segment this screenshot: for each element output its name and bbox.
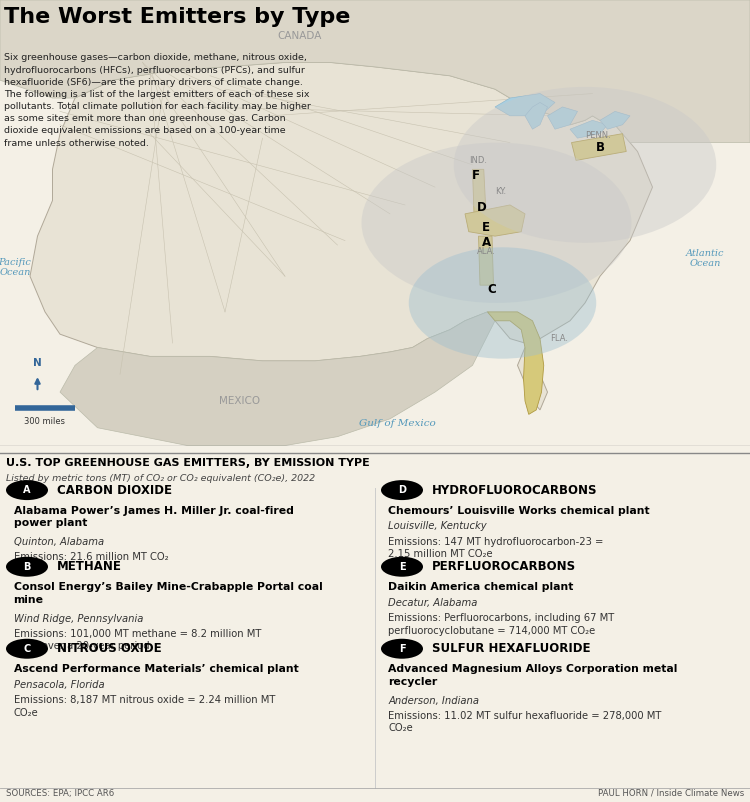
Text: CARBON DIOXIDE: CARBON DIOXIDE [57, 484, 172, 496]
Text: D: D [477, 200, 488, 213]
Circle shape [6, 638, 48, 658]
Text: Emissions: 21.6 million MT CO₂: Emissions: 21.6 million MT CO₂ [13, 553, 168, 562]
Polygon shape [0, 0, 750, 143]
Polygon shape [60, 312, 495, 446]
Text: ALA.: ALA. [476, 247, 496, 256]
Text: Advanced Magnesium Alloys Corporation metal
recycler: Advanced Magnesium Alloys Corporation me… [388, 664, 678, 687]
Circle shape [381, 557, 423, 577]
Text: Alabama Power’s James H. Miller Jr. coal-fired
power plant: Alabama Power’s James H. Miller Jr. coal… [13, 505, 293, 528]
Text: MEXICO: MEXICO [220, 396, 260, 406]
Polygon shape [548, 107, 578, 129]
Text: NITROUS OXIDE: NITROUS OXIDE [57, 642, 162, 655]
Text: Six greenhouse gases—carbon dioxide, methane, nitrous oxide,
hydrofluorocarbons : Six greenhouse gases—carbon dioxide, met… [4, 54, 310, 148]
Text: Pacific
Ocean: Pacific Ocean [0, 257, 32, 277]
Circle shape [6, 557, 48, 577]
Text: The Worst Emitters by Type: The Worst Emitters by Type [4, 6, 350, 26]
Circle shape [6, 480, 48, 500]
Text: C: C [23, 644, 31, 654]
Text: Emissions: 101,000 MT methane = 8.2 million MT
CO₂e over a 20-year period: Emissions: 101,000 MT methane = 8.2 mill… [13, 629, 261, 651]
Text: C: C [487, 283, 496, 296]
Text: PENN.: PENN. [586, 132, 611, 140]
Text: Consol Energy’s Bailey Mine-Crabapple Portal coal
mine: Consol Energy’s Bailey Mine-Crabapple Po… [13, 582, 322, 605]
Text: F: F [472, 169, 480, 183]
Text: METHANE: METHANE [57, 561, 122, 573]
Polygon shape [600, 111, 630, 129]
Text: Emissions: Perfluorocarbons, including 67 MT
perfluorocyclobutane = 714,000 MT C: Emissions: Perfluorocarbons, including 6… [388, 614, 615, 636]
Polygon shape [472, 169, 486, 214]
Text: Listed by metric tons (MT) of CO₂ or CO₂ equivalent (CO₂e), 2022: Listed by metric tons (MT) of CO₂ or CO₂… [6, 474, 315, 483]
Text: CANADA: CANADA [278, 30, 322, 41]
Text: KY.: KY. [496, 187, 506, 196]
Text: Emissions: 11.02 MT sulfur hexafluoride = 278,000 MT
CO₂e: Emissions: 11.02 MT sulfur hexafluoride … [388, 711, 662, 733]
Polygon shape [488, 312, 544, 415]
Text: B: B [23, 561, 31, 572]
Text: Chemours’ Louisville Works chemical plant: Chemours’ Louisville Works chemical plan… [388, 505, 650, 516]
Circle shape [362, 143, 632, 303]
Polygon shape [478, 236, 494, 286]
Text: Pensacola, Florida: Pensacola, Florida [13, 680, 104, 690]
Text: Gulf of Mexico: Gulf of Mexico [359, 419, 436, 427]
Text: N: N [33, 358, 42, 367]
Text: Anderson, Indiana: Anderson, Indiana [388, 695, 479, 706]
Text: PERFLUOROCARBONS: PERFLUOROCARBONS [432, 561, 576, 573]
Circle shape [381, 480, 423, 500]
Text: E: E [482, 221, 490, 233]
Text: 300 miles: 300 miles [25, 416, 65, 426]
Text: SULFUR HEXAFLUORIDE: SULFUR HEXAFLUORIDE [432, 642, 590, 655]
Text: B: B [596, 140, 604, 153]
Polygon shape [570, 120, 608, 138]
Text: Quinton, Alabama: Quinton, Alabama [13, 537, 104, 547]
Text: Louisville, Kentucky: Louisville, Kentucky [388, 521, 488, 531]
Text: IND.: IND. [470, 156, 488, 165]
Polygon shape [572, 134, 626, 160]
Text: F: F [399, 644, 405, 654]
Text: D: D [398, 485, 406, 495]
Text: A: A [482, 237, 490, 249]
Text: Daikin America chemical plant: Daikin America chemical plant [388, 582, 574, 592]
Text: Atlantic
Ocean: Atlantic Ocean [686, 249, 724, 268]
Circle shape [454, 87, 716, 243]
Text: PAUL HORN / Inside Climate News: PAUL HORN / Inside Climate News [598, 788, 744, 797]
Text: Wind Ridge, Pennsylvania: Wind Ridge, Pennsylvania [13, 614, 142, 624]
Text: Decatur, Alabama: Decatur, Alabama [388, 597, 478, 608]
Text: FLA.: FLA. [550, 334, 568, 343]
Text: A: A [23, 485, 31, 495]
Text: U.S. TOP GREENHOUSE GAS EMITTERS, BY EMISSION TYPE: U.S. TOP GREENHOUSE GAS EMITTERS, BY EMI… [6, 458, 370, 468]
Text: Emissions: 8,187 MT nitrous oxide = 2.24 million MT
CO₂e: Emissions: 8,187 MT nitrous oxide = 2.24… [13, 695, 274, 718]
Text: HYDROFLUOROCARBONS: HYDROFLUOROCARBONS [432, 484, 598, 496]
Text: Ascend Performance Materials’ chemical plant: Ascend Performance Materials’ chemical p… [13, 664, 298, 674]
Polygon shape [465, 205, 525, 236]
Circle shape [381, 638, 423, 658]
Text: SOURCES: EPA; IPCC AR6: SOURCES: EPA; IPCC AR6 [6, 788, 114, 797]
Text: E: E [399, 561, 405, 572]
Polygon shape [495, 94, 555, 115]
Text: Emissions: 147 MT hydrofluorocarbon-23 =
2.15 million MT CO₂e: Emissions: 147 MT hydrofluorocarbon-23 =… [388, 537, 604, 559]
Polygon shape [30, 63, 652, 410]
Polygon shape [525, 103, 548, 129]
Circle shape [409, 247, 596, 358]
